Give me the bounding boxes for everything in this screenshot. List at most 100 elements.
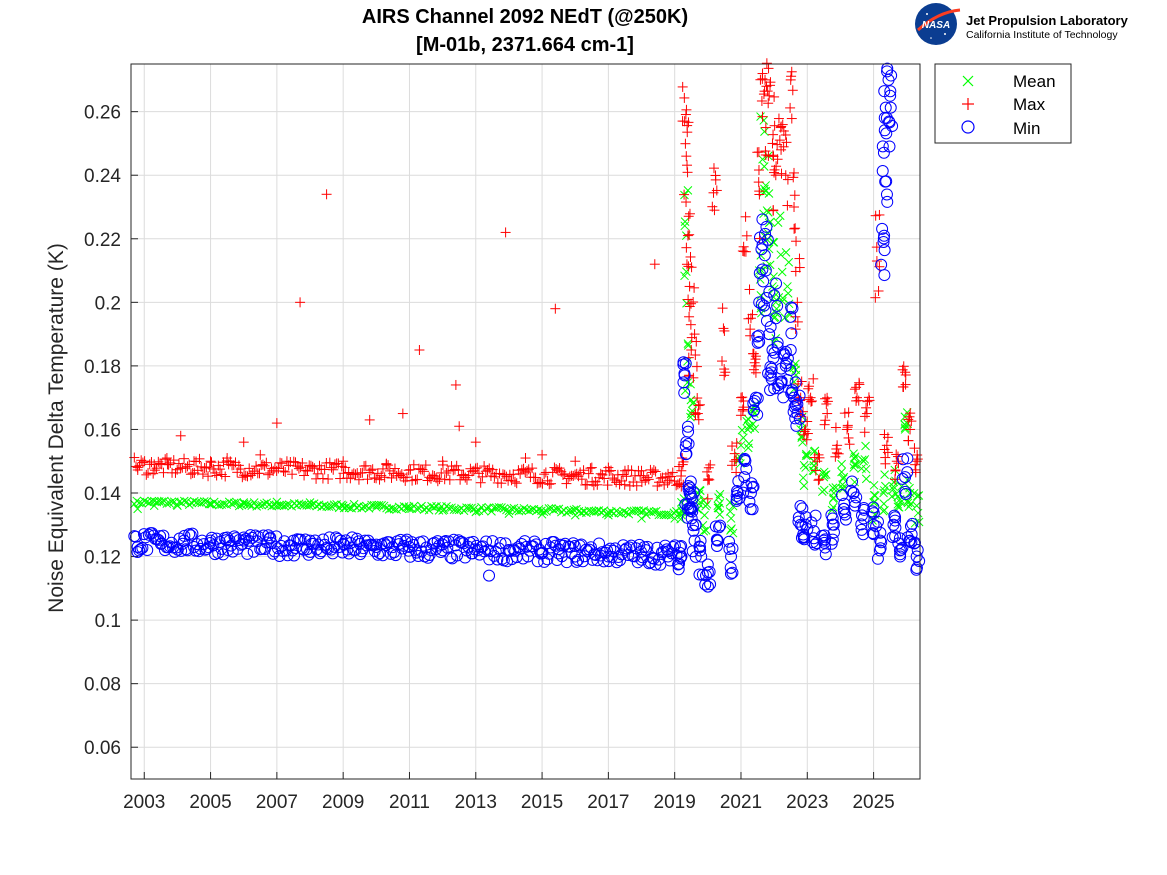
max-point — [412, 474, 423, 485]
min-point — [896, 472, 909, 485]
max-point — [881, 440, 892, 451]
min-point — [403, 541, 416, 554]
min-point — [635, 553, 648, 566]
max-point — [367, 464, 378, 475]
mean-point — [249, 498, 259, 507]
min-point — [747, 397, 760, 410]
mean-point — [477, 502, 486, 512]
max-point — [206, 457, 217, 468]
max-point — [778, 141, 789, 152]
min-point — [838, 506, 851, 519]
min-point — [738, 471, 751, 484]
mean-point — [888, 484, 898, 494]
max-point — [753, 177, 764, 188]
min-point — [818, 536, 831, 549]
max-point — [472, 462, 483, 473]
mean-point — [664, 510, 674, 520]
y-tick-label: 0.22 — [84, 230, 121, 251]
min-point — [673, 540, 686, 553]
min-point — [895, 543, 908, 556]
mean-point — [801, 451, 811, 461]
max-point — [830, 451, 841, 462]
min-point — [370, 541, 383, 554]
mean-point — [614, 508, 624, 518]
min-point — [296, 542, 309, 555]
min-point — [786, 302, 799, 315]
mean-point — [329, 500, 339, 510]
mean-point — [569, 505, 579, 515]
mean-point — [701, 525, 711, 535]
max-point — [870, 292, 881, 303]
min-point — [157, 529, 170, 542]
mean-point — [239, 498, 249, 507]
mean-point — [244, 500, 254, 509]
min-point — [724, 561, 737, 574]
min-point — [770, 277, 783, 290]
max-point — [500, 227, 511, 238]
max-point — [599, 473, 610, 484]
max-point — [755, 74, 766, 85]
max-point — [786, 66, 797, 77]
min-point — [647, 552, 660, 565]
min-point — [617, 539, 630, 552]
min-point — [675, 540, 688, 553]
min-point — [615, 548, 628, 561]
min-point — [723, 535, 736, 548]
max-point — [374, 474, 385, 485]
mean-point — [646, 507, 656, 517]
min-point — [694, 534, 707, 547]
mean-point — [189, 496, 199, 506]
max-point — [849, 384, 860, 395]
max-point — [439, 474, 450, 485]
min-point — [781, 352, 794, 365]
max-point — [900, 379, 911, 390]
max-point — [603, 462, 614, 473]
max-point — [889, 474, 900, 485]
max-point — [520, 453, 531, 464]
max-point — [757, 73, 768, 84]
max-point — [688, 297, 699, 308]
min-point — [761, 233, 774, 246]
mean-point — [784, 257, 794, 267]
max-point — [703, 462, 714, 473]
chart-title-line-1: AIRS Channel 2092 NEdT (@250K) — [362, 6, 688, 28]
max-point — [255, 449, 266, 460]
min-point — [572, 553, 585, 566]
max-point — [804, 381, 815, 392]
min-point — [394, 533, 407, 546]
max-point — [317, 473, 328, 484]
max-point — [585, 463, 596, 474]
mean-point — [519, 503, 529, 513]
max-point — [677, 116, 688, 127]
max-point — [772, 139, 783, 150]
max-point — [132, 462, 143, 473]
min-point — [323, 531, 336, 544]
y-tick-label: 0.26 — [84, 103, 121, 124]
max-point — [515, 468, 526, 479]
max-point — [692, 393, 703, 404]
mean-point — [728, 528, 738, 538]
min-point — [723, 543, 736, 556]
max-point — [690, 350, 701, 361]
min-point — [772, 379, 785, 392]
max-point — [261, 457, 272, 468]
min-point — [871, 552, 884, 565]
max-point — [293, 463, 304, 474]
min-point — [701, 558, 714, 571]
max-point — [813, 475, 824, 486]
min-point — [753, 335, 766, 348]
max-point — [450, 379, 461, 390]
mean-point — [759, 162, 769, 171]
max-point — [861, 402, 872, 413]
max-point — [789, 223, 800, 234]
max-point — [750, 351, 761, 362]
mean-point — [742, 416, 752, 426]
max-point — [785, 102, 796, 113]
max-point — [740, 211, 751, 222]
min-point — [695, 550, 708, 563]
mean-point — [913, 508, 923, 518]
max-point — [898, 382, 909, 393]
min-point — [889, 514, 902, 527]
legend-label-mean: Mean — [1013, 72, 1056, 91]
min-point — [353, 537, 366, 550]
